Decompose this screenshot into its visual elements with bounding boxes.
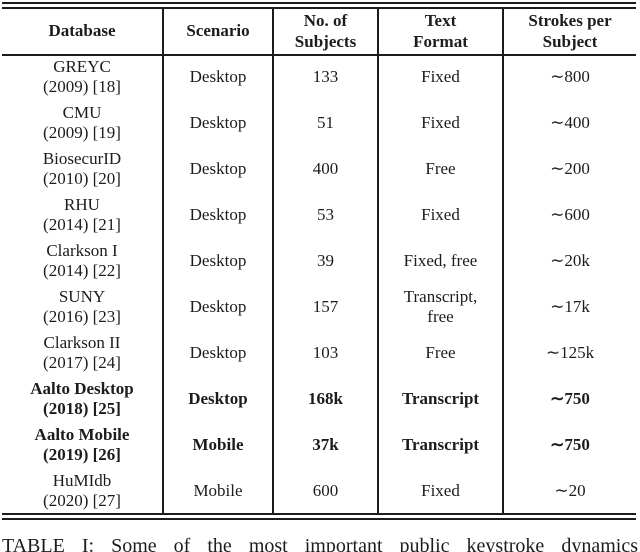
cell-strokes: ∼20k: [502, 238, 636, 284]
col-header-subjects: No. of Subjects: [272, 9, 378, 54]
cell-database: HuMIdb (2020) [27]: [2, 468, 163, 514]
table-top-rule-inner: [2, 7, 636, 9]
cell-scenario: Desktop: [162, 100, 273, 146]
cell-database: CMU (2009) [19]: [2, 100, 163, 146]
cell-scenario: Mobile: [162, 422, 273, 468]
database-ref: (2016) [23]: [43, 307, 121, 326]
table-row: CMU (2009) [19] Desktop 51 Fixed ∼400: [2, 100, 636, 146]
table-row: SUNY (2016) [23] Desktop 157 Transcript, …: [2, 284, 636, 330]
cell-strokes: ∼20: [502, 468, 636, 514]
table-row: Aalto Desktop (2018) [25] Desktop 168k Tr…: [2, 376, 636, 422]
cell-subjects: 600: [272, 468, 378, 514]
cell-subjects: 51: [272, 100, 378, 146]
table-row: Clarkson I (2014) [22] Desktop 39 Fixed, …: [2, 238, 636, 284]
database-name: RHU: [64, 194, 100, 214]
cell-strokes: ∼200: [502, 146, 636, 192]
cell-subjects: 133: [272, 54, 378, 100]
cell-subjects: 400: [272, 146, 378, 192]
database-ref: (2017) [24]: [43, 353, 121, 372]
database-name: SUNY: [58, 286, 106, 306]
database-name: BiosecurID: [42, 148, 122, 168]
cell-subjects: 39: [272, 238, 378, 284]
databases-table: Database Scenario No. of Subjects Text F…: [2, 9, 636, 514]
cell-strokes: ∼750: [502, 376, 636, 422]
cell-text-format: Fixed: [377, 468, 503, 514]
cell-subjects: 157: [272, 284, 378, 330]
database-name: GREYC: [53, 56, 111, 76]
cell-text-format: Fixed, free: [377, 238, 503, 284]
cell-database: SUNY (2016) [23]: [2, 284, 163, 330]
database-name: CMU: [62, 102, 102, 122]
cell-database: Aalto Desktop (2018) [25]: [2, 376, 163, 422]
cell-text-format: Fixed: [377, 100, 503, 146]
cell-scenario: Desktop: [162, 284, 273, 330]
cell-strokes: ∼750: [502, 422, 636, 468]
cell-text-format: Free: [377, 146, 503, 192]
cell-subjects: 37k: [272, 422, 378, 468]
cell-database: GREYC (2009) [18]: [2, 54, 163, 100]
cell-database: BiosecurID (2010) [20]: [2, 146, 163, 192]
database-ref: (2014) [22]: [43, 261, 121, 280]
cell-scenario: Desktop: [162, 330, 273, 376]
cell-subjects: 103: [272, 330, 378, 376]
table-caption: TABLE I: Some of the most important publ…: [2, 535, 638, 552]
table-row: HuMIdb (2020) [27] Mobile 600 Fixed ∼20: [2, 468, 636, 514]
database-ref: (2009) [19]: [43, 123, 121, 142]
cell-scenario: Desktop: [162, 376, 273, 422]
database-name: Clarkson II: [43, 332, 121, 352]
database-ref: (2014) [21]: [43, 215, 121, 234]
table-row: BiosecurID (2010) [20] Desktop 400 Free ∼…: [2, 146, 636, 192]
database-name: Aalto Desktop: [30, 378, 134, 398]
col-header-database: Database: [48, 21, 116, 41]
col-header-strokes: Strokes per Subject: [502, 9, 636, 54]
cell-text-format: Free: [377, 330, 503, 376]
cell-text-format: Transcript: [377, 376, 503, 422]
table-top-rule-outer: [2, 2, 636, 4]
cell-strokes: ∼600: [502, 192, 636, 238]
cell-database: Clarkson II (2017) [24]: [2, 330, 163, 376]
col-header-scenario: Scenario: [162, 9, 273, 54]
cell-subjects: 168k: [272, 376, 378, 422]
cell-database: RHU (2014) [21]: [2, 192, 163, 238]
col-header-text-format: Text Format: [377, 9, 503, 54]
table-row: Aalto Mobile (2019) [26] Mobile 37k Trans…: [2, 422, 636, 468]
header-row: Database Scenario No. of Subjects Text F…: [2, 9, 636, 54]
cell-strokes: ∼17k: [502, 284, 636, 330]
cell-text-format: Fixed: [377, 54, 503, 100]
cell-scenario: Desktop: [162, 192, 273, 238]
table-row: Clarkson II (2017) [24] Desktop 103 Free …: [2, 330, 636, 376]
cell-scenario: Desktop: [162, 238, 273, 284]
cell-database: Clarkson I (2014) [22]: [2, 238, 163, 284]
cell-database: Aalto Mobile (2019) [26]: [2, 422, 163, 468]
cell-strokes: ∼800: [502, 54, 636, 100]
table-bottom-rule-outer: [2, 518, 636, 520]
table-row: RHU (2014) [21] Desktop 53 Fixed ∼600: [2, 192, 636, 238]
cell-scenario: Desktop: [162, 146, 273, 192]
cell-text-format: Transcript, free: [377, 284, 503, 330]
table-bottom-rule-inner: [2, 513, 636, 515]
table-row: GREYC (2009) [18] Desktop 133 Fixed ∼800: [2, 54, 636, 100]
cell-text-format: Transcript: [377, 422, 503, 468]
cell-subjects: 53: [272, 192, 378, 238]
database-ref: (2019) [26]: [43, 445, 121, 464]
cell-strokes: ∼400: [502, 100, 636, 146]
database-name: Clarkson I: [46, 240, 118, 260]
cell-scenario: Desktop: [162, 54, 273, 100]
database-ref: (2018) [25]: [43, 399, 121, 418]
database-name: Aalto Mobile: [34, 424, 130, 444]
cell-scenario: Mobile: [162, 468, 273, 514]
cell-text-format: Fixed: [377, 192, 503, 238]
database-ref: (2020) [27]: [43, 491, 121, 510]
database-ref: (2010) [20]: [43, 169, 121, 188]
database-ref: (2009) [18]: [43, 77, 121, 96]
cell-strokes: ∼125k: [502, 330, 636, 376]
database-name: HuMIdb: [52, 470, 112, 490]
